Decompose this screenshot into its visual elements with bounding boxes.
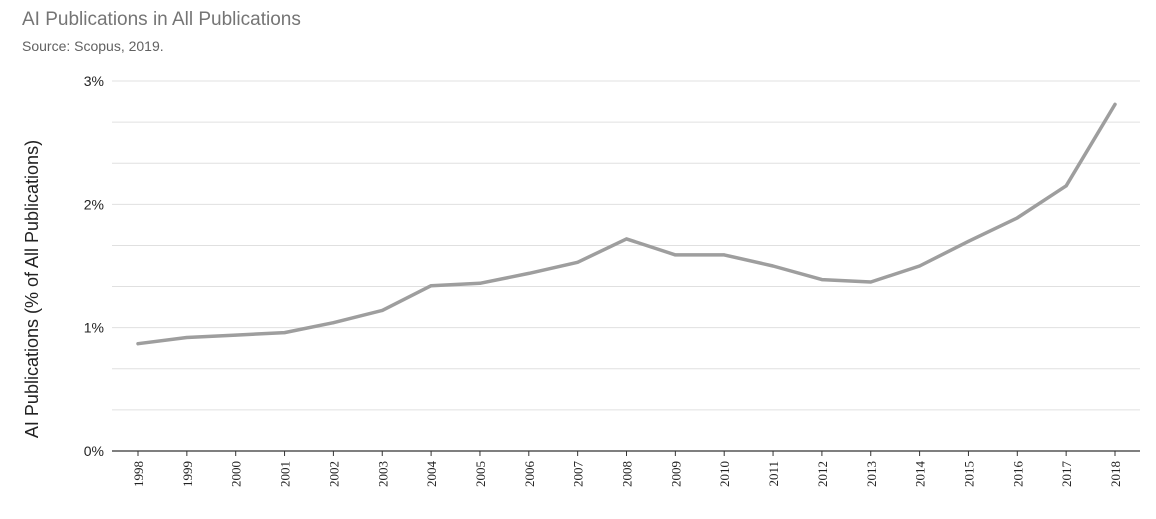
x-tick-label: 1999 (180, 461, 195, 487)
data-point (1064, 184, 1068, 188)
data-point (673, 253, 677, 257)
series-lines (136, 102, 1117, 346)
chart-subtitle: Source: Scopus, 2019. (22, 38, 164, 54)
x-tick-label: 2017 (1059, 461, 1074, 488)
x-axis-ticks: 1998 1999 2000 2001 2002 2003 2004 2005 2006 2007… (131, 451, 1123, 487)
x-tick-label: 2012 (815, 461, 830, 487)
data-point (625, 237, 628, 241)
y-tick-label: 1% (84, 320, 104, 336)
data-point (283, 331, 287, 335)
y-axis-ticks: 0% 1% 2% 3% (84, 73, 104, 459)
x-tick-label: 1998 (131, 461, 146, 487)
x-tick-label: 2010 (717, 461, 732, 487)
data-point (722, 253, 726, 257)
data-point (478, 281, 482, 285)
x-tick-label: 2016 (1010, 461, 1025, 488)
data-point (869, 280, 873, 284)
x-tick-label: 2007 (571, 461, 586, 488)
y-axis-label: AI Publications (% of All Publications) (22, 140, 42, 438)
x-tick-label: 2002 (326, 461, 341, 487)
data-point (820, 278, 824, 282)
data-point (1113, 102, 1117, 106)
x-tick-label: 2005 (473, 461, 488, 487)
data-point (380, 308, 384, 312)
x-tick-label: 2013 (864, 461, 879, 487)
y-tick-label: 3% (84, 73, 104, 89)
data-point (185, 336, 189, 340)
x-tick-label: 2014 (913, 461, 928, 488)
data-point (331, 321, 335, 325)
x-tick-label: 2009 (668, 461, 683, 487)
data-point (527, 271, 531, 275)
data-point (918, 264, 922, 268)
data-point (429, 284, 433, 288)
data-point (576, 260, 580, 264)
data-point (136, 342, 140, 346)
x-tick-label: 2008 (620, 461, 635, 487)
data-point (771, 264, 775, 268)
series-line (136, 102, 1117, 346)
y-tick-label: 0% (84, 443, 104, 459)
y-tick-label: 2% (84, 196, 104, 212)
chart-title: AI Publications in All Publications (22, 9, 301, 30)
x-tick-label: 2006 (522, 461, 537, 488)
x-tick-label: 2003 (375, 461, 390, 487)
data-point (966, 239, 970, 243)
gridlines (112, 80, 1140, 411)
x-tick-label: 2000 (229, 461, 244, 487)
x-tick-label: 2011 (766, 461, 781, 487)
x-tick-label: 2004 (424, 461, 439, 488)
x-tick-label: 2018 (1108, 461, 1123, 487)
x-tick-label: 2015 (961, 461, 976, 487)
x-tick-label: 2001 (278, 461, 293, 487)
data-point (234, 333, 238, 337)
data-point (1015, 216, 1019, 220)
